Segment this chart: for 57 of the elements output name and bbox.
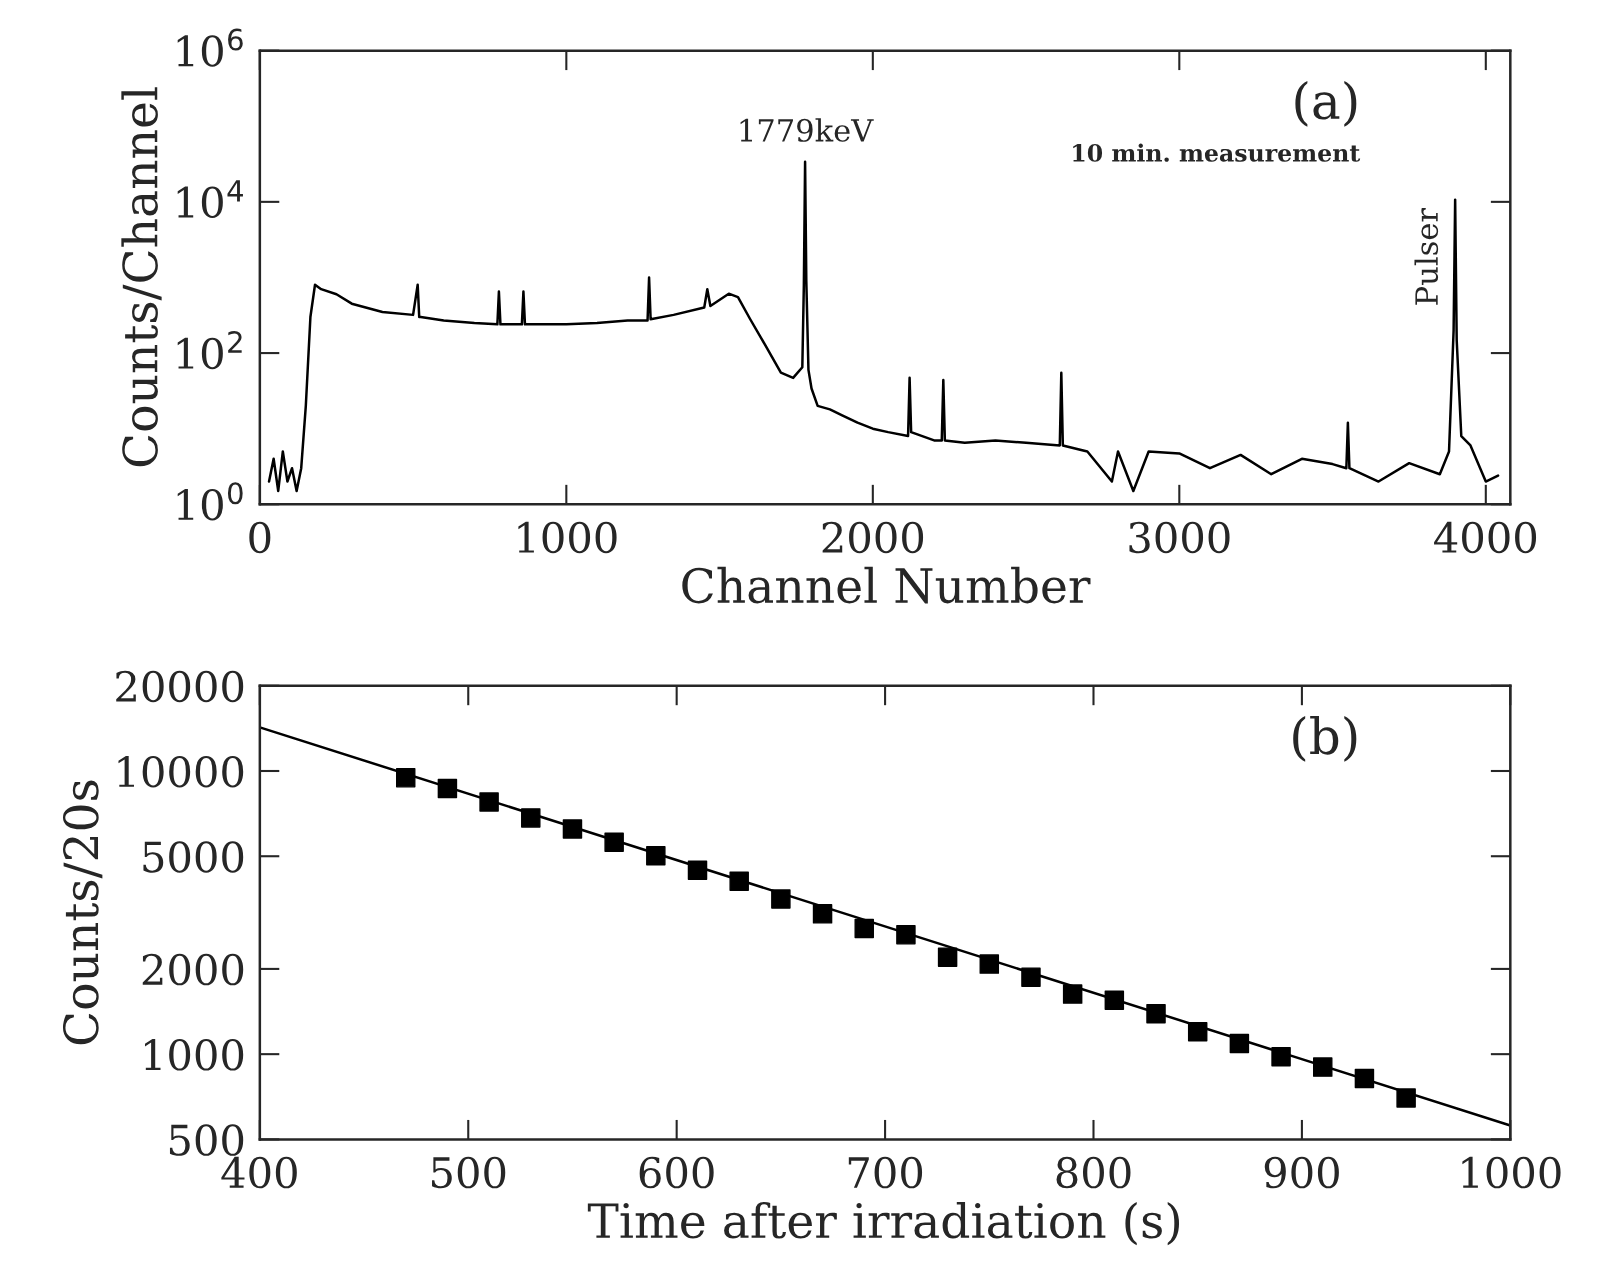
y-tick-label: 500 (169, 1124, 244, 1156)
line-series (267, 160, 1500, 493)
annotation: 1779keV (740, 118, 874, 142)
x-tick-label: 1000 (518, 521, 617, 554)
annotation: (a) (1295, 80, 1357, 127)
x-tick-label: 4000 (1434, 521, 1537, 554)
y-axis-title: Counts/Channel (121, 87, 162, 467)
y-tick-label: 1000 (144, 1039, 244, 1071)
point (812, 904, 833, 924)
point (562, 819, 583, 839)
point (1396, 1088, 1416, 1108)
x-axis-title: Channel Number (682, 566, 1091, 604)
point (437, 778, 458, 799)
x-tick-label: 600 (639, 1156, 714, 1189)
point (1229, 1033, 1250, 1054)
point (1062, 984, 1083, 1004)
y-tick-label: 2000 (142, 953, 244, 986)
y-tick-label: 10$^{0}$ (177, 482, 243, 521)
point (1146, 1003, 1166, 1024)
point (771, 889, 791, 909)
x-tick-label: 0 (249, 521, 271, 554)
point (1021, 967, 1041, 987)
point (521, 808, 541, 828)
point (479, 792, 499, 812)
y-tick-label: 10$^{6}$ (177, 28, 243, 67)
point (979, 954, 1000, 974)
point (1271, 1046, 1291, 1067)
y-tick-label: 5000 (143, 841, 244, 873)
y-tick-label: 20000 (116, 670, 244, 703)
annotation: Pulser (1414, 207, 1439, 305)
x-tick-label: 700 (848, 1156, 923, 1189)
y-tick-label: 10000 (118, 755, 244, 788)
y-tick-label: 10$^{4}$ (177, 180, 243, 218)
point (604, 832, 624, 853)
x-tick-label: 400 (221, 1156, 297, 1189)
x-tick-label: 2000 (822, 521, 924, 554)
point (1354, 1068, 1375, 1089)
point (395, 768, 416, 788)
point (1104, 990, 1125, 1011)
x-axis-title: Time after irradiation (s) (587, 1201, 1180, 1246)
point (854, 918, 874, 939)
x-tick-label: 900 (1264, 1156, 1339, 1189)
x-tick-label: 500 (432, 1156, 506, 1189)
point (1312, 1057, 1333, 1077)
y-tick-label: 10$^{2}$ (177, 330, 242, 370)
x-tick-label: 800 (1056, 1156, 1131, 1189)
point (1187, 1021, 1208, 1042)
point (896, 925, 916, 945)
annotation: 10 min. measurement (1073, 143, 1361, 162)
point (646, 845, 666, 866)
x-tick-label: 3000 (1129, 521, 1230, 554)
x-tick-label: 1000 (1462, 1156, 1561, 1189)
annotation: (b) (1293, 715, 1357, 762)
point (687, 860, 708, 881)
y-axis-title: Counts/20s (62, 780, 103, 1045)
point (729, 871, 749, 891)
point (937, 947, 958, 967)
